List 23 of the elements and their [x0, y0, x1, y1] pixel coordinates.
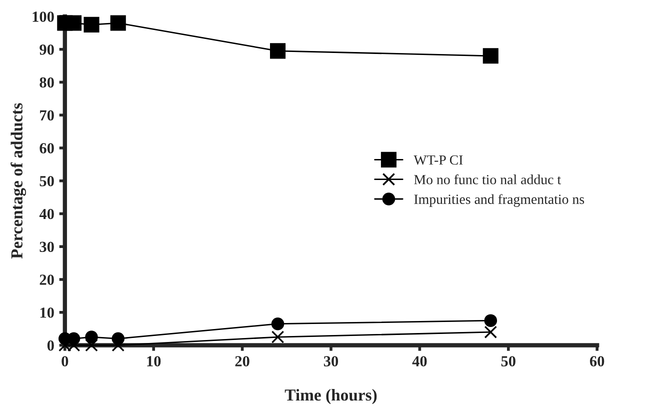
y-tick-label: 20 [40, 274, 54, 285]
legend-label: Mo no func tio nal adduc t [414, 174, 561, 184]
x-tick-label: 10 [147, 356, 161, 366]
y-tick-label: 10 [40, 308, 54, 318]
legend-label: WT-P CI [414, 155, 463, 165]
x-tick-label: 50 [501, 356, 516, 366]
legend-label: Impurities and fragmentatio ns [414, 194, 584, 207]
x-tick-label: 20 [235, 356, 250, 366]
y-tick-label: 100 [32, 12, 54, 22]
y-axis-title: Percentage of adducts [10, 103, 26, 259]
x-tick-label: 60 [590, 356, 604, 366]
x-axis-title: Time (hours) [284, 388, 377, 404]
y-tick-label: 30 [40, 242, 54, 252]
y-tick-label: 40 [39, 208, 54, 220]
y-tick-label: 80 [40, 77, 54, 88]
x-tick-label: 40 [412, 356, 427, 366]
y-tick-label: 0 [47, 340, 54, 351]
x-tick-label: 30 [324, 356, 338, 366]
y-tick-label: 60 [40, 143, 54, 154]
y-tick-label: 70 [40, 110, 54, 121]
x-tick-label: 0 [62, 356, 68, 366]
y-tick-label: 90 [40, 44, 54, 55]
y-tick-label: 50 [40, 176, 54, 186]
